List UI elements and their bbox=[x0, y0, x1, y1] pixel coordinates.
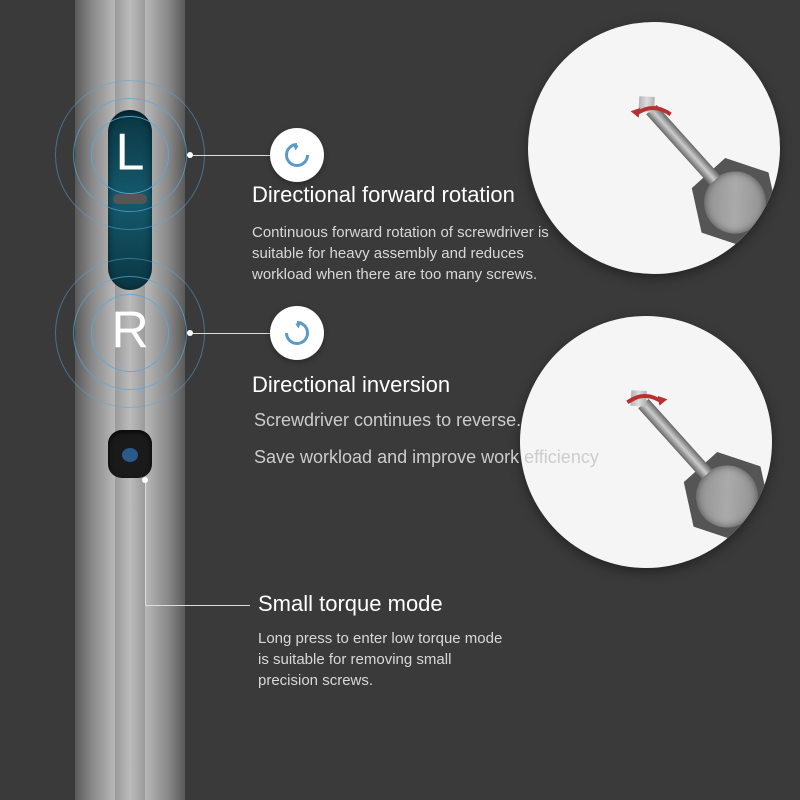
forward-callout-icon bbox=[270, 128, 324, 182]
torque-title: Small torque mode bbox=[258, 591, 443, 617]
forward-title: Directional forward rotation bbox=[252, 182, 515, 208]
screwdriver-body bbox=[75, 0, 185, 800]
inversion-callout-icon bbox=[270, 306, 324, 360]
rotation-arrow-ccw-icon bbox=[628, 100, 678, 128]
inversion-title: Directional inversion bbox=[252, 372, 450, 398]
inversion-line1: Screwdriver continues to reverse. bbox=[254, 408, 521, 433]
connector-r bbox=[190, 333, 275, 334]
connector-torque-h bbox=[145, 605, 250, 606]
torque-button[interactable] bbox=[122, 448, 138, 462]
connector-torque-v bbox=[145, 480, 146, 605]
forward-desc: Continuous forward rotation of screwdriv… bbox=[252, 222, 552, 285]
connector-l bbox=[190, 155, 275, 156]
rotation-arrow-cw-icon bbox=[620, 388, 670, 416]
ccw-arrow-icon bbox=[282, 140, 312, 170]
cw-arrow-icon bbox=[282, 318, 312, 348]
inversion-line2: Save workload and improve work efficienc… bbox=[254, 445, 599, 470]
torque-desc: Long press to enter low torque mode is s… bbox=[258, 628, 508, 691]
inversion-rotation-photo bbox=[520, 316, 772, 568]
forward-rotation-photo bbox=[528, 22, 780, 274]
